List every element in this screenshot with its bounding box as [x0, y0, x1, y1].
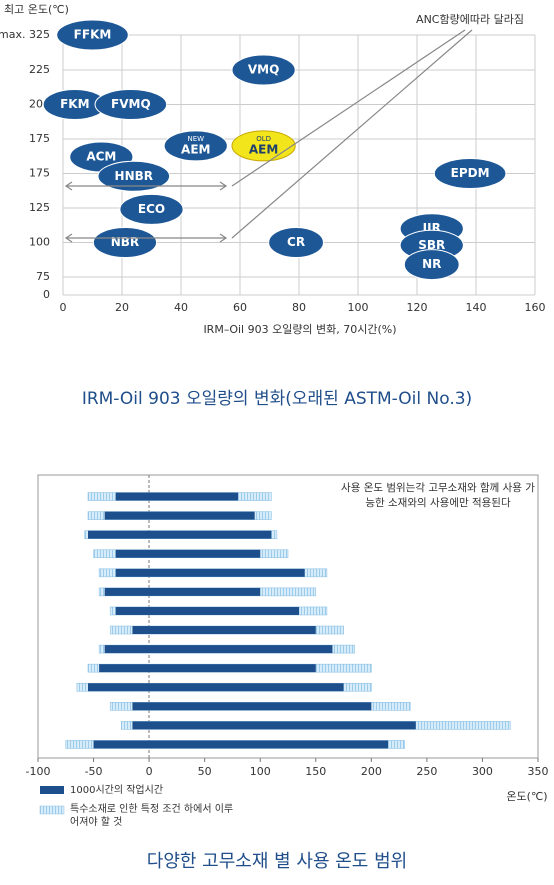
x-tick-label: 40	[174, 301, 188, 314]
bubble-note: NEW	[187, 135, 204, 143]
x-tick-label: 200	[361, 765, 382, 778]
x-tick-label: 100	[250, 765, 271, 778]
plot-frame	[37, 474, 539, 759]
x-tick-label: -100	[26, 765, 51, 778]
bubble-label: EPDM	[451, 166, 490, 180]
bubble-label: FKM	[60, 97, 89, 111]
range-bar	[115, 492, 238, 501]
x-axis-label: 온도(℃)	[506, 790, 547, 803]
bubble-label: NBR	[111, 235, 139, 249]
y-axis-label: 최고 온도(℃)	[4, 3, 69, 16]
bubble	[231, 130, 296, 162]
x-tick-label: -50	[85, 765, 103, 778]
bubble	[94, 89, 168, 120]
y-tick-label: max. 325	[0, 28, 50, 41]
x-tick-label: 0	[60, 301, 67, 314]
bubble	[231, 54, 296, 86]
range-bar	[132, 626, 316, 635]
bubble-label: ACM	[86, 149, 116, 163]
range-bar	[132, 702, 372, 711]
chart-title: IRM-Oil 903 오일량의 변화(오래된 ASTM-Oil No.3)	[82, 389, 472, 409]
range-bar	[115, 549, 261, 558]
y-tick-label: 125	[29, 201, 50, 214]
x-tick-label: 80	[292, 301, 306, 314]
bubble	[163, 130, 228, 162]
y-tick-label: 175	[29, 167, 50, 180]
bubble	[433, 158, 507, 189]
range-bar	[99, 664, 316, 673]
bubble-label: AEM	[181, 142, 210, 156]
legend-swatch	[39, 805, 65, 815]
y-tick-label: 75	[36, 270, 50, 283]
x-tick-label: 120	[407, 301, 428, 314]
range-bar	[88, 530, 272, 539]
bubble	[56, 19, 129, 51]
y-tick-label: 175	[29, 132, 50, 145]
range-bar	[104, 645, 333, 654]
x-tick-label: 60	[233, 301, 247, 314]
x-tick-label: 0	[146, 765, 153, 778]
x-tick-label: 350	[528, 765, 549, 778]
chart-2: -100 -50 0 50 100 150 200 250 300 350	[26, 492, 549, 778]
bubble-label: CR	[287, 235, 305, 249]
bubble-label: ECO	[138, 202, 165, 216]
bubble-label: FVMQ	[111, 97, 151, 111]
annotation: ANC함량에따라 달라짐	[416, 13, 524, 26]
bubble	[403, 249, 460, 281]
bubble-note: OLD	[256, 135, 271, 143]
bubble-label: SBR	[418, 238, 445, 252]
chart-title: 다양한 고무소재 별 사용 온도 범위	[147, 851, 407, 872]
legend-label: 특수소재로 인한 특정 조건 하에서 이루어져야 할 것	[70, 804, 234, 828]
range-bar	[132, 721, 416, 730]
arrows	[64, 29, 473, 243]
bubble-label: HNBR	[115, 169, 153, 183]
annotation: 사용 온도 범위는각 고무소재와 함께 사용 가능한 소재와의 사용에만 적용된…	[341, 482, 535, 509]
x-tick-label: 300	[472, 765, 493, 778]
bubble-label: AEM	[249, 142, 278, 156]
range-bar	[93, 740, 389, 749]
bubble	[97, 160, 171, 192]
bubble-label: FFKM	[74, 28, 112, 42]
bubble	[268, 227, 324, 258]
x-tick-label: 20	[115, 301, 129, 314]
x-tick-label: 160	[525, 301, 546, 314]
range-bar	[88, 683, 344, 692]
bubble-label: VMQ	[248, 63, 279, 77]
range-bar	[104, 587, 261, 596]
range-bar	[115, 606, 300, 615]
x-tick-label: 140	[466, 301, 487, 314]
x-tick-label: 250	[416, 765, 437, 778]
x-tick-label: 150	[305, 765, 326, 778]
y-tick-label: 0	[43, 288, 50, 301]
y-tick-label: 100	[29, 236, 50, 249]
legend-swatch	[40, 786, 64, 794]
range-bar	[115, 568, 305, 577]
x-axis-label: IRM–Oil 903 오일량의 변화, 70시간(%)	[203, 322, 396, 336]
y-tick-label: 225	[29, 63, 50, 76]
x-tick-label: 50	[198, 765, 212, 778]
bubble	[92, 227, 158, 258]
x-tick-label: 100	[348, 301, 369, 314]
legend-label: 1000시간의 작업시간	[70, 785, 164, 796]
bubble	[119, 193, 184, 225]
range-bar	[104, 511, 255, 520]
bubble-label: NR	[422, 257, 441, 271]
